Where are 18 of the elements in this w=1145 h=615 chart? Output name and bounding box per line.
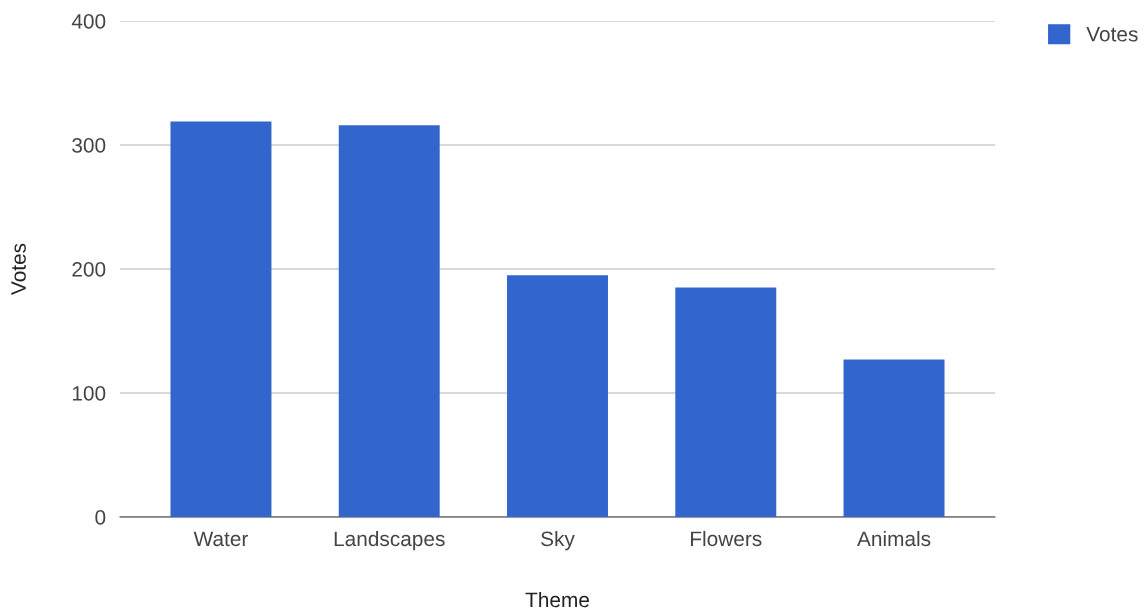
bar [170, 121, 272, 517]
y-tick-label: 400 [71, 14, 106, 29]
y-tick-label: 300 [72, 138, 106, 153]
bar [507, 275, 608, 517]
x-axis-title: Theme [525, 591, 589, 608]
bar [675, 287, 777, 517]
x-tick-label: Sky [541, 530, 575, 551]
y-tick-label: 200 [72, 262, 106, 277]
bar [338, 125, 440, 517]
legend-label: Votes [1086, 27, 1138, 42]
y-axis-title: Votes [11, 243, 26, 295]
x-tick-label: Landscapes [334, 530, 445, 551]
x-tick-label: Water [193, 531, 249, 547]
x-tick-label: Animals [857, 530, 931, 547]
y-tick-label: 100 [72, 386, 106, 401]
x-tick-label: Flowers [691, 530, 762, 547]
y-tick-label: 0 [95, 510, 106, 525]
bar [843, 359, 945, 517]
